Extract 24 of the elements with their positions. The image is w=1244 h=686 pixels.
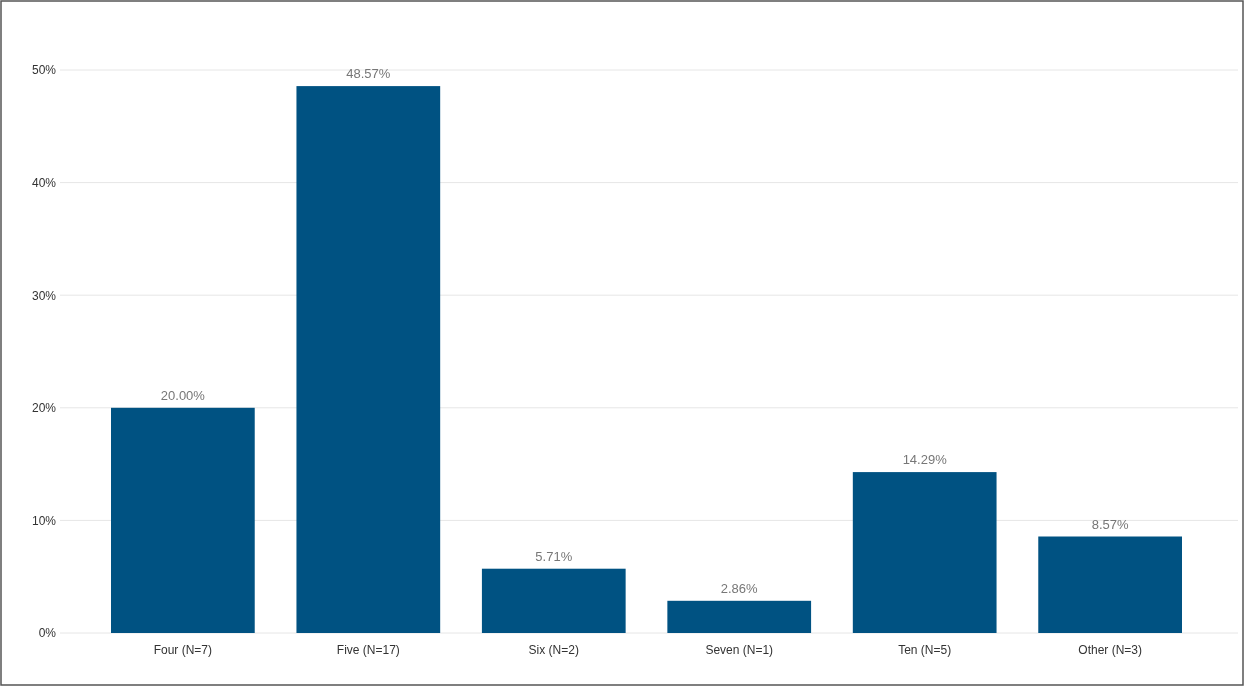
y-tick-label: 40% (31, 175, 57, 190)
x-tick-label: Seven (N=1) (705, 642, 774, 657)
y-tick-label: 0% (38, 626, 57, 641)
bar (667, 600, 812, 633)
y-tick-label: 20% (31, 401, 57, 416)
bar (1038, 536, 1182, 633)
data-label: 14.29% (902, 452, 948, 468)
bar (296, 86, 441, 633)
bar (852, 472, 997, 633)
data-label: 20.00% (160, 387, 206, 403)
data-label: 2.86% (720, 580, 759, 596)
x-tick-label: Other (N=3) (1078, 642, 1142, 657)
data-label: 48.57% (346, 66, 391, 82)
x-tick-label: Six (N=2) (528, 642, 579, 657)
y-tick-label: 50% (31, 63, 57, 78)
x-tick-label: Four (N=7) (153, 642, 213, 657)
data-label: 8.57% (1091, 516, 1129, 532)
y-tick-label: 10% (31, 513, 57, 528)
x-tick-label: Five (N=17) (336, 642, 400, 657)
y-tick-label: 30% (31, 288, 57, 303)
bar (481, 568, 626, 633)
data-label: 5.71% (535, 548, 573, 564)
x-tick-label: Ten (N=5) (898, 642, 952, 657)
bar (111, 407, 255, 633)
